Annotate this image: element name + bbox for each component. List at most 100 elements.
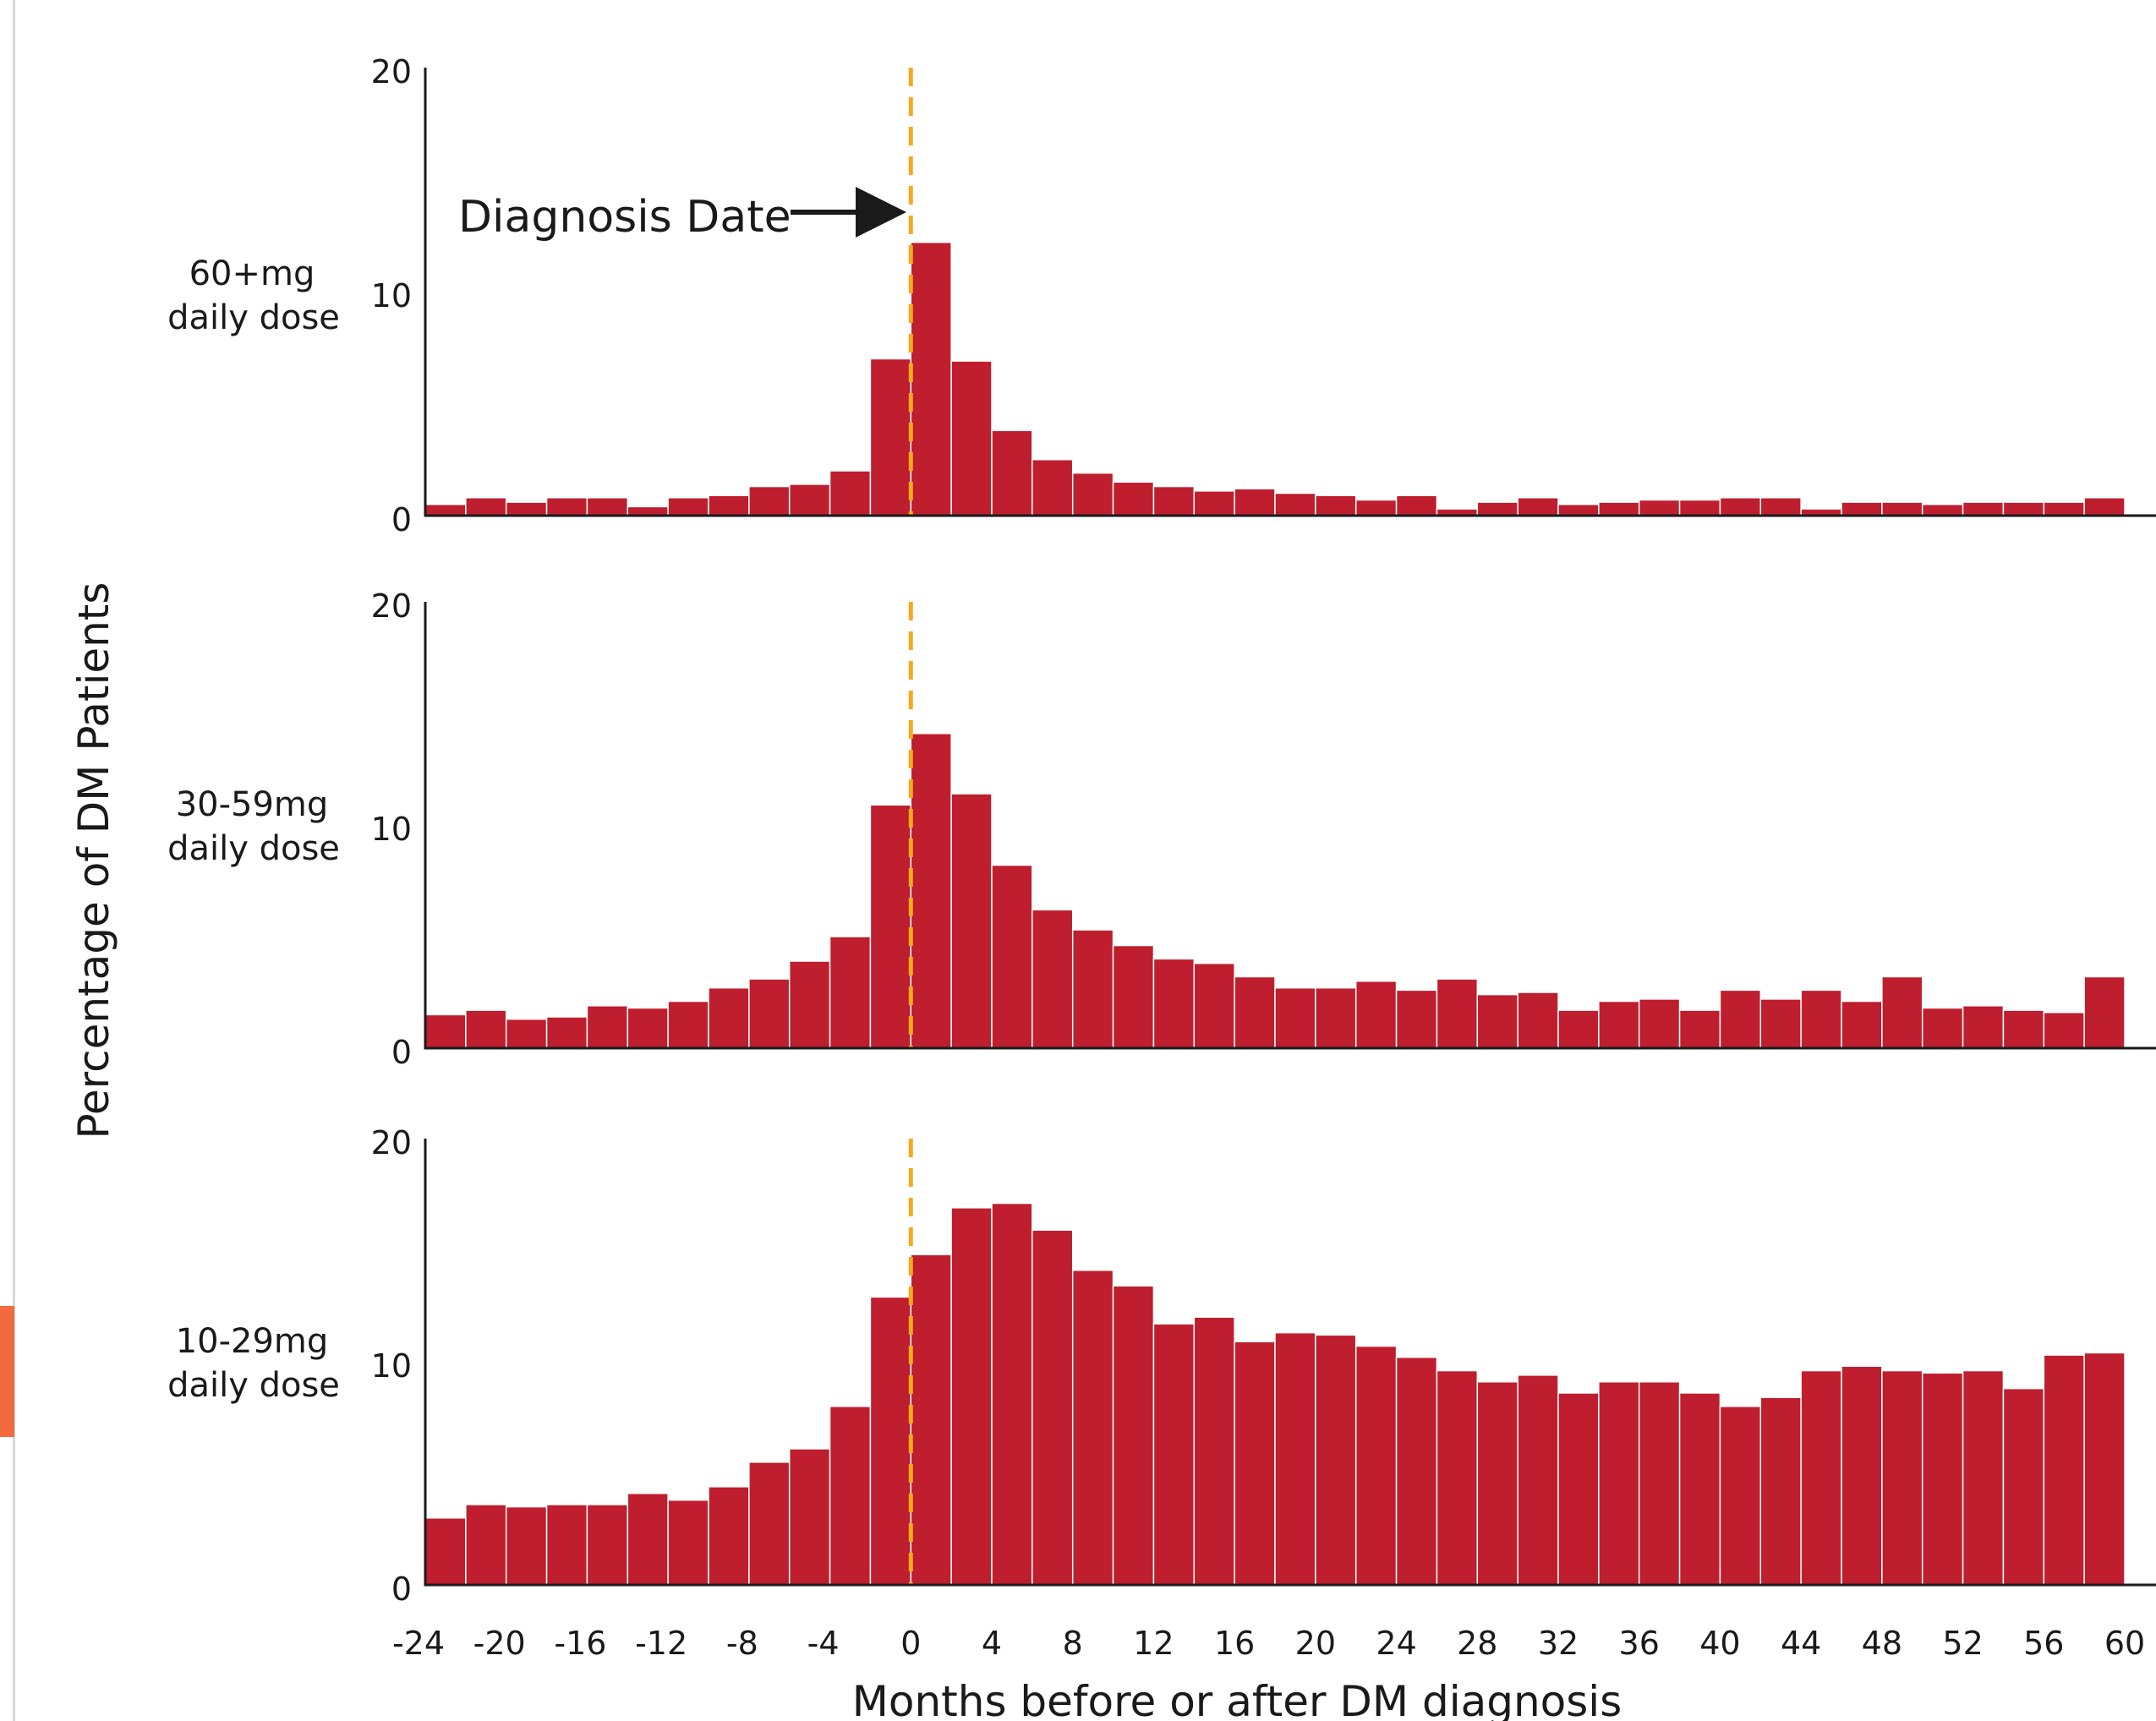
bar — [1395, 494, 1438, 516]
bar — [1759, 1396, 1802, 1586]
bar — [788, 484, 831, 516]
bar — [424, 504, 467, 516]
bar — [1031, 909, 1074, 1049]
x-tick-label: 40 — [1699, 1625, 1740, 1662]
x-tick-label: 48 — [1862, 1625, 1902, 1662]
bar — [1476, 993, 1519, 1049]
panel-label-dose: 60+mg — [189, 254, 315, 293]
x-tick-label: 32 — [1538, 1625, 1579, 1662]
x-tick-label: 28 — [1457, 1625, 1497, 1662]
bar — [1274, 1331, 1316, 1586]
x-tick-label: 20 — [1295, 1625, 1336, 1662]
bar — [748, 978, 791, 1049]
panels: 0 10 20 60+mg daily dose 0 10 20 30-59mg daily do… — [167, 53, 2156, 1608]
x-tick-label: 8 — [1063, 1625, 1083, 1662]
bar — [829, 1406, 872, 1586]
bar — [1638, 998, 1681, 1049]
bar — [869, 804, 912, 1049]
x-tick-label: 36 — [1619, 1625, 1660, 1662]
bar — [991, 1202, 1033, 1586]
bar — [950, 360, 993, 516]
bar — [991, 429, 1033, 516]
x-tick-label: -24 — [392, 1625, 445, 1662]
bar — [586, 1504, 629, 1586]
bar — [1193, 490, 1235, 516]
bar — [748, 485, 791, 516]
y-tick-label: 10 — [371, 811, 412, 848]
diagnosis-date-label: Diagnosis Date — [458, 192, 791, 243]
bar — [1476, 1381, 1519, 1586]
panel-3: 0 10 20 10-29mg daily dose — [167, 1124, 2156, 1608]
panel-label-daily-dose: daily dose — [167, 829, 340, 868]
bar — [1881, 975, 1923, 1049]
bar — [1678, 1009, 1721, 1049]
bar — [1921, 504, 1964, 516]
bar — [1395, 1356, 1438, 1586]
bar — [2083, 975, 2126, 1049]
x-tick-label: 0 — [900, 1625, 921, 1662]
x-tick-label: -16 — [554, 1625, 606, 1662]
bar — [505, 1505, 548, 1586]
y-tick-label: 10 — [371, 1347, 412, 1385]
y-tick-label: 20 — [371, 1124, 412, 1161]
bar — [424, 1013, 467, 1049]
bar — [1234, 1341, 1276, 1586]
panel-2: 0 10 20 30-59mg daily dose — [167, 587, 2156, 1071]
bar — [1678, 1392, 1721, 1586]
bar — [708, 494, 750, 516]
x-tick-label: 4 — [982, 1625, 1002, 1662]
y-tick-label: 10 — [371, 277, 412, 314]
bar — [708, 1486, 750, 1586]
bar — [910, 733, 952, 1049]
bar — [586, 1005, 629, 1049]
bar — [2002, 1387, 2045, 1586]
bar — [1881, 501, 1923, 516]
bar — [1598, 1000, 1640, 1049]
bar — [788, 960, 831, 1049]
diagnosis-annotation: Diagnosis Date — [458, 187, 906, 243]
bar — [1112, 481, 1155, 516]
bar — [950, 1207, 993, 1586]
x-tick-label: 52 — [1942, 1625, 1983, 1662]
bar — [991, 864, 1033, 1049]
panel-1: 0 10 20 60+mg daily dose — [167, 53, 2156, 538]
x-tick-label: 44 — [1781, 1625, 1821, 1662]
y-tick-label: 0 — [391, 1571, 412, 1608]
bar — [667, 1000, 709, 1049]
bar — [2083, 1352, 2126, 1586]
bar — [1193, 962, 1235, 1049]
bar — [667, 497, 709, 516]
bar — [1881, 1369, 1923, 1586]
x-axis-title: Months before or after DM diagnosis — [852, 1677, 1622, 1721]
bar — [1031, 1229, 1074, 1586]
bar — [1638, 499, 1681, 516]
bar — [1031, 459, 1074, 516]
bar — [1112, 1285, 1155, 1586]
bar — [1315, 1334, 1357, 1586]
bar — [1517, 497, 1559, 516]
bar — [1436, 1369, 1479, 1586]
x-tick-label: -12 — [635, 1625, 687, 1662]
bar — [1517, 992, 1559, 1049]
x-tick-label: -8 — [726, 1625, 758, 1662]
bar — [2043, 501, 2085, 516]
bar — [1152, 958, 1196, 1049]
bar — [1193, 1316, 1235, 1586]
bar — [748, 1461, 791, 1586]
bar — [829, 470, 872, 516]
bar — [1354, 981, 1398, 1049]
bar — [1719, 497, 1762, 516]
bar — [1315, 494, 1357, 516]
page-edge-accent-tab — [0, 1306, 14, 1437]
bar — [1800, 1369, 1842, 1586]
bar — [950, 793, 993, 1049]
bar — [1841, 1000, 1883, 1049]
bar — [1274, 492, 1316, 516]
bar — [910, 241, 952, 516]
x-tick-label: 56 — [2023, 1625, 2064, 1662]
bar — [1921, 1007, 1964, 1049]
bar — [545, 1504, 588, 1586]
page-edge-rule — [13, 0, 15, 1721]
bar — [1152, 485, 1196, 516]
